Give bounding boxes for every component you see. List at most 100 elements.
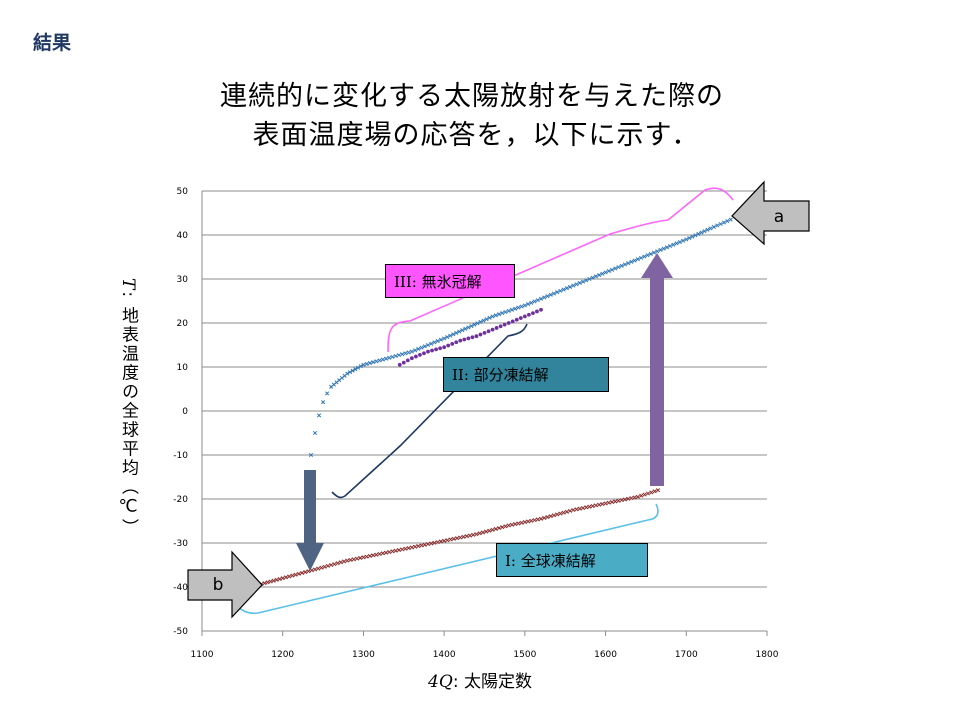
data-point-snowball <box>474 532 479 537</box>
data-point-snowball <box>619 498 624 503</box>
data-point-ice_free <box>490 314 495 319</box>
data-point-ice_free <box>364 361 369 366</box>
data-point-partial <box>438 346 443 351</box>
data-point-ice_free <box>590 275 595 280</box>
data-point-partial <box>450 342 455 346</box>
data-point-snowball <box>597 502 602 507</box>
data-point-partial <box>422 351 426 356</box>
data-point-partial <box>442 345 447 350</box>
data-point-partial <box>506 321 511 325</box>
data-point-ice_free <box>406 350 411 355</box>
data-point-snowball <box>526 519 531 524</box>
data-point-ice_free <box>429 341 434 346</box>
data-point-partial <box>510 319 515 324</box>
data-point-snowball <box>345 558 350 563</box>
data-point-snowball <box>590 503 595 509</box>
data-point-ice_free <box>377 358 382 363</box>
data-point-partial <box>470 335 475 340</box>
data-point-snowball <box>603 501 608 506</box>
data-point-ice_free <box>555 290 560 295</box>
data-point-ice_free <box>400 352 405 357</box>
label-ice-free-solution: III: 無氷冠解 <box>385 264 515 298</box>
data-point-snowball <box>271 578 276 583</box>
data-point-snowball <box>416 544 421 549</box>
data-point-partial <box>490 327 495 332</box>
data-point-snowball <box>364 554 369 559</box>
data-point-snowball <box>593 503 598 508</box>
data-point-snowball <box>516 521 521 526</box>
chart-grid <box>201 190 768 636</box>
data-point-snowball <box>435 540 440 545</box>
data-point-ice_free <box>454 330 459 335</box>
data-point-snowball <box>535 517 540 522</box>
x-axis-symbol: 4Q <box>428 672 453 692</box>
data-point-snowball <box>319 565 324 570</box>
data-point-ice_free <box>684 237 689 242</box>
data-point-partial <box>494 326 499 330</box>
data-point-snowball <box>645 491 650 496</box>
data-point-ice_free <box>622 262 627 267</box>
arrow-b <box>187 550 263 619</box>
bracket-snowball <box>236 503 659 615</box>
data-point-ice_free <box>639 255 644 260</box>
data-point-snowball <box>568 508 573 513</box>
data-point-ice_free <box>626 261 631 266</box>
data-point-ice_free <box>451 332 456 337</box>
data-point-snowball <box>387 549 392 555</box>
data-point-partial <box>462 337 467 342</box>
section-label: 結果 <box>33 32 72 54</box>
data-point-snowball <box>622 497 627 502</box>
data-point-snowball <box>584 505 589 510</box>
data-point-ice_free <box>509 307 514 312</box>
data-point-ice_free <box>687 235 692 241</box>
data-point-ice_free <box>472 322 477 327</box>
y-tick-label: -20 <box>173 495 188 505</box>
data-point-partial <box>397 362 402 367</box>
data-point-ice_free <box>674 241 679 246</box>
data-point-ice_free <box>419 345 424 350</box>
data-point-snowball <box>400 547 405 552</box>
data-point-ice_free <box>538 296 544 301</box>
data-point-partial <box>498 324 503 329</box>
x-tick-label: 1400 <box>433 650 456 660</box>
data-point-ice_free <box>616 265 621 270</box>
data-point-ice_free <box>413 348 418 353</box>
data-point-snowball <box>538 516 544 521</box>
data-point-snowball <box>338 560 343 565</box>
data-point-snowball <box>354 556 360 561</box>
data-point-snowball <box>580 505 586 511</box>
data-point-snowball <box>448 537 453 542</box>
data-point-ice_free <box>445 334 450 340</box>
data-point-snowball <box>649 490 654 495</box>
data-point-snowball <box>312 567 318 572</box>
data-point-ice_free <box>619 263 624 268</box>
data-point-snowball <box>574 507 579 512</box>
data-point-ice_free <box>629 259 634 264</box>
data-point-ice_free <box>651 250 657 255</box>
data-point-snowball <box>332 562 337 567</box>
data-point-partial <box>446 343 451 348</box>
data-point-snowball <box>445 538 450 543</box>
data-point-snowball <box>548 514 553 519</box>
data-point-ice_free <box>577 280 582 286</box>
data-point-partial <box>539 307 543 312</box>
data-point-snowball <box>361 555 366 560</box>
data-point-ice_free <box>632 258 637 263</box>
data-point-snowball <box>500 525 505 530</box>
data-point-ice_free <box>435 338 440 344</box>
data-point-snowball <box>506 523 511 528</box>
data-point-partial <box>418 353 422 357</box>
data-point-ice_free <box>551 291 556 296</box>
data-point-snowball <box>296 571 301 576</box>
data-point-snowball <box>274 577 279 582</box>
arrow-a-label: a <box>774 207 784 227</box>
data-point-snowball <box>429 541 434 546</box>
data-point-ice_free <box>466 325 471 330</box>
data-point-ice_free <box>403 351 408 356</box>
data-point-ice_free <box>374 359 379 364</box>
data-point-snowball <box>451 536 456 541</box>
data-point-snowball <box>532 518 537 523</box>
data-point-ice_free <box>425 342 431 348</box>
y-tick-label: 10 <box>177 363 189 373</box>
